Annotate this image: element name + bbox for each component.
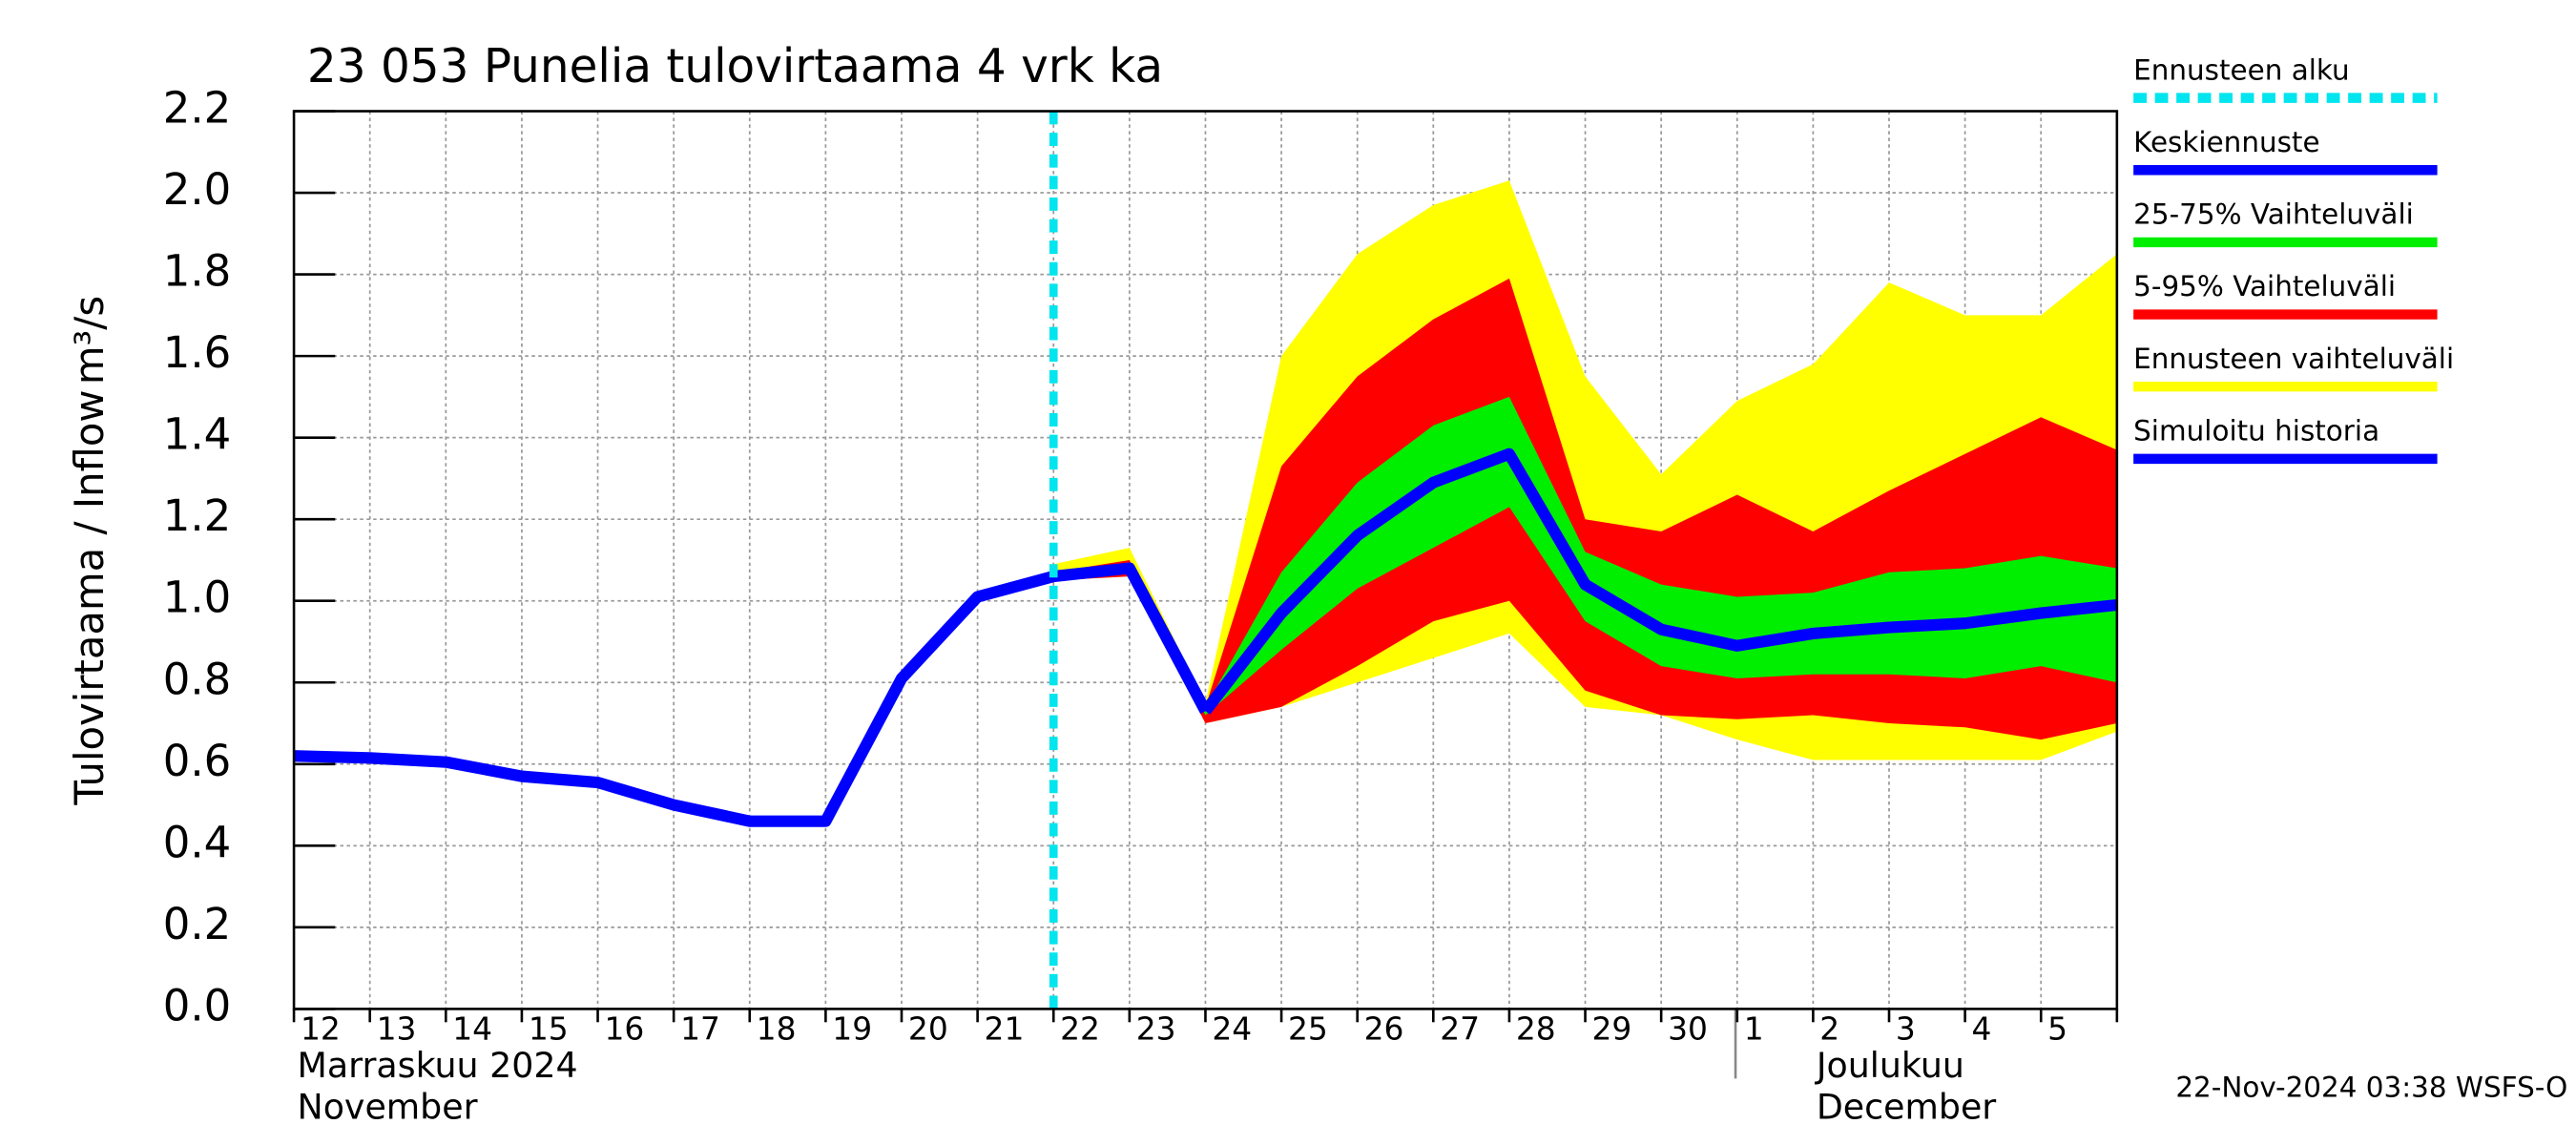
x-tick-label: 12 xyxy=(301,1010,341,1047)
y-tick-label: 1.6 xyxy=(163,327,232,378)
y-tick-label: 1.8 xyxy=(163,246,232,297)
legend-label: Simuloitu historia xyxy=(2133,414,2379,447)
month-label: Marraskuu 2024 xyxy=(298,1045,578,1086)
x-tick-label: 1 xyxy=(1744,1010,1764,1047)
y-tick-label: 2.0 xyxy=(163,164,232,215)
x-tick-label: 14 xyxy=(452,1010,492,1047)
y-tick-label: 0.0 xyxy=(163,980,232,1030)
chart-title: 23 053 Punelia tulovirtaama 4 vrk ka xyxy=(307,40,1163,94)
x-tick-label: 20 xyxy=(908,1010,948,1047)
x-tick-label: 15 xyxy=(529,1010,569,1047)
month-label: November xyxy=(298,1086,478,1127)
month-label: Joulukuu xyxy=(1815,1045,1964,1086)
plot-frame xyxy=(292,110,2119,1010)
x-tick-label: 22 xyxy=(1060,1010,1100,1047)
legend-label: Keskiennuste xyxy=(2133,126,2319,158)
timestamp: 22-Nov-2024 03:38 WSFS-O xyxy=(2175,1071,2567,1103)
y-tick-label: 1.2 xyxy=(163,490,232,541)
y-axis-label: Tulovirtaama / Inflow xyxy=(66,390,113,806)
legend-label: Ennusteen alku xyxy=(2133,53,2350,86)
x-tick-label: 27 xyxy=(1440,1010,1480,1047)
x-tick-label: 3 xyxy=(1896,1010,1916,1047)
legend-label: Ennusteen vaihteluväli xyxy=(2133,343,2454,375)
x-tick-label: 16 xyxy=(604,1010,644,1047)
y-tick-label: 0.8 xyxy=(163,654,232,704)
x-tick-label: 21 xyxy=(985,1010,1025,1047)
y-tick-label: 0.6 xyxy=(163,736,232,786)
y-tick-label: 1.0 xyxy=(163,572,232,623)
series-line xyxy=(1200,448,2118,715)
y-axis-unit: m³/s xyxy=(66,296,113,385)
y-tick-label: 0.4 xyxy=(163,817,232,867)
x-tick-label: 5 xyxy=(2047,1010,2067,1047)
y-tick-label: 0.2 xyxy=(163,899,232,949)
x-tick-label: 29 xyxy=(1591,1010,1631,1047)
y-tick-label: 2.2 xyxy=(163,82,232,133)
x-tick-label: 13 xyxy=(377,1010,417,1047)
x-tick-label: 28 xyxy=(1516,1010,1556,1047)
x-tick-label: 18 xyxy=(757,1010,797,1047)
x-tick-label: 23 xyxy=(1136,1010,1176,1047)
legend-label: 25-75% Vaihteluväli xyxy=(2133,198,2414,231)
x-tick-label: 4 xyxy=(1972,1010,1992,1047)
legend-label: 5-95% Vaihteluväli xyxy=(2133,270,2396,302)
month-label: December xyxy=(1817,1086,1996,1127)
x-tick-label: 25 xyxy=(1288,1010,1328,1047)
x-tick-label: 26 xyxy=(1364,1010,1404,1047)
x-tick-label: 30 xyxy=(1668,1010,1708,1047)
y-tick-label: 1.4 xyxy=(163,409,232,460)
x-tick-label: 17 xyxy=(680,1010,720,1047)
x-tick-label: 19 xyxy=(832,1010,872,1047)
x-tick-label: 2 xyxy=(1819,1010,1839,1047)
x-tick-label: 24 xyxy=(1212,1010,1252,1047)
